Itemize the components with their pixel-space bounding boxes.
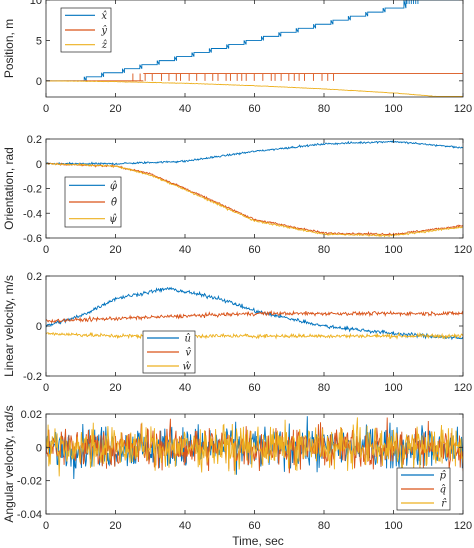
- x-tick-label: 120: [454, 244, 472, 256]
- x-tick-label: 20: [109, 244, 121, 256]
- x-tick-label: 60: [248, 520, 260, 532]
- y-tick-label: -0.2: [23, 371, 42, 383]
- plot-area: [46, 0, 463, 97]
- legend-entry: r̂: [441, 499, 447, 510]
- legend-entry: q̂: [440, 485, 446, 496]
- legend-entry: û: [185, 334, 191, 345]
- y-axis-label: Angular velocity, rad/s: [2, 405, 16, 522]
- x-tick-label: 100: [384, 244, 402, 256]
- series-line-2: [46, 417, 463, 474]
- legend: p̂ q̂ r̂: [396, 467, 451, 511]
- x-tick-label: 40: [179, 244, 191, 256]
- legend-entry: φ̂: [110, 181, 117, 192]
- y-tick-label: -0.2: [23, 184, 42, 196]
- y-tick-label: 0: [36, 321, 42, 333]
- y-axis-label: Position, m: [2, 19, 16, 78]
- y-tick-label: -0.6: [23, 233, 42, 245]
- x-tick-label: 120: [454, 103, 472, 115]
- legend-entry: ŷ: [100, 26, 107, 37]
- series-line-3: [46, 417, 463, 477]
- x-tick-label: 120: [454, 520, 472, 532]
- plot-area: [46, 286, 463, 341]
- x-tick-label: 0: [43, 382, 49, 394]
- legend: x̂ ŷẑ: [60, 7, 112, 53]
- x-tick-label: 0: [43, 103, 49, 115]
- x-tick-label: 60: [248, 382, 260, 394]
- legend: φ̂ θ̂ ψ̂: [64, 176, 122, 228]
- x-tick-label: 20: [109, 382, 121, 394]
- x-tick-label: 80: [318, 103, 330, 115]
- x-tick-label: 80: [318, 520, 330, 532]
- x-axis-label: Time, sec: [232, 534, 284, 548]
- plot-area: [46, 416, 463, 480]
- series-line-2: [46, 73, 463, 82]
- x-tick-label: 100: [384, 382, 402, 394]
- x-tick-label: 120: [454, 382, 472, 394]
- y-tick-label: -0.4: [23, 208, 42, 220]
- legend-entry: v̂: [185, 348, 191, 359]
- x-tick-label: 80: [318, 244, 330, 256]
- legend-entry: ẑ: [101, 40, 108, 51]
- y-tick-label: 0: [36, 442, 42, 454]
- y-tick-label: 0.2: [27, 134, 42, 146]
- legend-entry: θ̂: [111, 198, 117, 209]
- y-axis-label: Linear velocity, m/s: [2, 275, 16, 377]
- x-tick-label: 40: [179, 382, 191, 394]
- legend-entry: ŵ: [182, 362, 191, 373]
- subplot-4: 0 20 40 60 80 100 120 -0.04 -0.02 0 0.02 Angular ve…: [2, 405, 472, 532]
- x-tick-label: 60: [248, 244, 260, 256]
- series-line-3: [46, 80, 463, 97]
- x-tick-label: 80: [318, 382, 330, 394]
- series-line-1: [46, 0, 463, 82]
- subplot-2: 0 20 40 60 80 100 120 -0.6 -0.4 -0.2 0 0.2 Orientati…: [2, 134, 472, 256]
- x-tick-label: 20: [109, 520, 121, 532]
- series-line-2: [46, 310, 463, 324]
- y-axis-label: Orientation, rad: [2, 147, 16, 230]
- y-tick-label: -0.02: [17, 476, 42, 488]
- y-tick-label: 10: [30, 0, 42, 7]
- x-tick-label: 60: [248, 103, 260, 115]
- subplot-1: 0 20 40 60 80 100 120 0 5 10 Position, m x̂ ŷẑ: [2, 0, 472, 115]
- x-tick-label: 20: [109, 103, 121, 115]
- series-line-1: [46, 139, 463, 166]
- y-tick-label: 5: [36, 35, 42, 47]
- x-tick-label: 40: [179, 103, 191, 115]
- y-tick-label: 0.02: [21, 409, 42, 421]
- x-tick-label: 0: [43, 244, 49, 256]
- axes-box: [45, 275, 464, 377]
- y-tick-label: -0.04: [17, 509, 42, 521]
- x-tick-label: 40: [179, 520, 191, 532]
- series-line-3: [46, 331, 463, 340]
- legend-entry: ψ̂: [109, 214, 117, 225]
- legend-entry: x̂: [101, 11, 107, 22]
- y-tick-label: 0.2: [27, 271, 42, 283]
- x-tick-label: 100: [384, 103, 402, 115]
- legend: û v̂ ŵ: [142, 330, 196, 374]
- y-tick-label: 0: [36, 159, 42, 171]
- x-tick-label: 0: [43, 520, 49, 532]
- series-line-1: [46, 286, 463, 341]
- y-tick-label: 0: [36, 76, 42, 88]
- x-tick-label: 100: [384, 520, 402, 532]
- legend-entry: p̂: [440, 471, 447, 482]
